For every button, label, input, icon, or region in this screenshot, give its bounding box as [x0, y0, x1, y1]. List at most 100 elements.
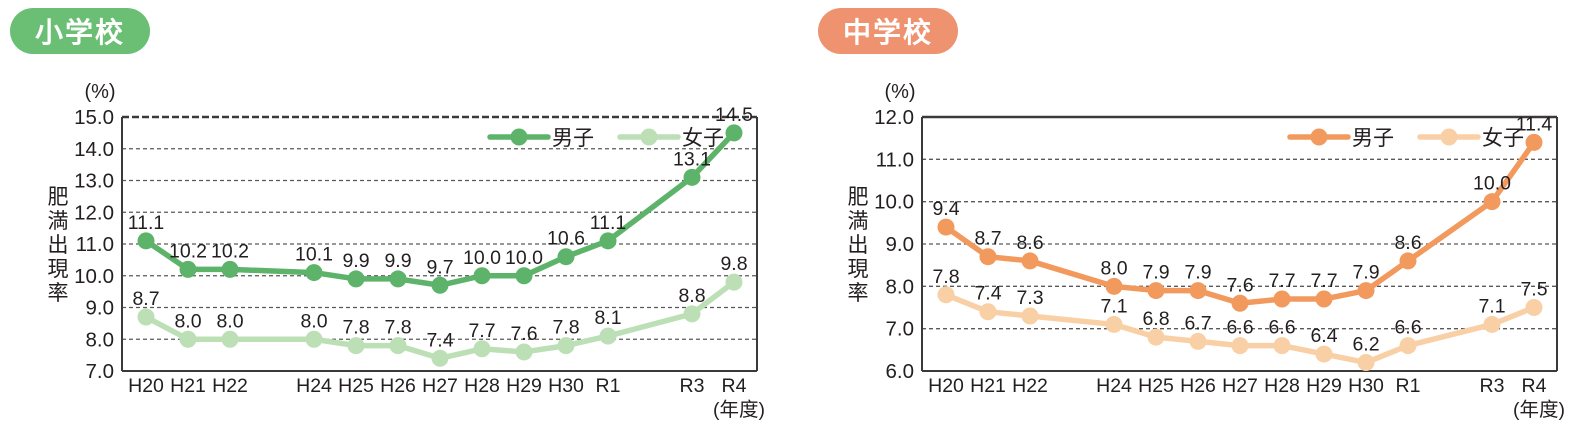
- boys-point: [431, 276, 449, 294]
- girls-point: [473, 340, 491, 358]
- girls-point: [937, 286, 955, 304]
- boys-point: [1315, 290, 1333, 308]
- y-tick-label: 9.0: [886, 233, 915, 256]
- boys-point: [725, 124, 743, 142]
- y-tick-label: 8.0: [886, 275, 915, 298]
- boys-point: [557, 248, 575, 266]
- boys-data-label: 7.7: [1268, 270, 1295, 292]
- girls-data-label: 8.1: [594, 307, 621, 329]
- boys-data-label: 10.0: [1473, 173, 1511, 195]
- girls-point: [683, 305, 701, 323]
- y-tick-label: 6.0: [886, 360, 915, 383]
- boys-point: [1357, 282, 1375, 300]
- y-tick-label: 7.0: [886, 318, 915, 341]
- x-axis-unit-label: (年度): [713, 399, 765, 421]
- boys-point: [221, 260, 239, 278]
- boys-data-label: 9.4: [932, 198, 959, 220]
- boys-point: [179, 260, 197, 278]
- boys-data-label: 11.1: [128, 212, 165, 234]
- junior-high-school-chart: 12.0 11.0 10.0 9.0 8.0 7.0 6.0 (%) 肥満出現率 H20 H21 H2…: [848, 81, 1566, 421]
- boys-data-label: 10.0: [463, 247, 501, 269]
- girls-point: [599, 327, 617, 345]
- x-tick-label: H24: [1096, 375, 1132, 397]
- boys-point: [305, 264, 323, 282]
- girls-data-label: 6.2: [1352, 334, 1379, 356]
- boys-point: [1105, 277, 1123, 295]
- x-tick-label: H28: [1264, 375, 1300, 397]
- girls-point: [1231, 337, 1249, 355]
- y-tick-label: 10.0: [874, 191, 914, 214]
- boys-point: [683, 168, 701, 186]
- boys-data-label: 11.4: [1516, 113, 1553, 135]
- boys-data-label: 10.0: [505, 247, 543, 269]
- girls-point: [1105, 315, 1123, 333]
- x-tick-label: H30: [1348, 375, 1384, 397]
- girls-point: [1315, 345, 1333, 363]
- boys-point: [599, 232, 617, 250]
- legend-boys-marker: [1310, 128, 1328, 146]
- girls-data-label: 7.5: [1520, 279, 1547, 301]
- boys-data-label: 8.6: [1016, 232, 1043, 254]
- y-tick-label: 12.0: [874, 106, 914, 129]
- boys-data-label: 14.5: [715, 104, 753, 126]
- y-tick-label: 14.0: [74, 138, 114, 161]
- x-tick-label: H21: [970, 375, 1006, 397]
- boys-point: [515, 267, 533, 285]
- girls-point: [389, 337, 407, 355]
- boys-data-label: 11.1: [590, 212, 627, 234]
- boys-point: [979, 248, 997, 266]
- x-tick-label: H27: [422, 375, 458, 397]
- x-tick-label: R4: [722, 375, 747, 397]
- x-tick-label: H30: [548, 375, 584, 397]
- girls-point: [1483, 315, 1501, 333]
- y-tick-label: 8.0: [86, 328, 115, 351]
- x-tick-label: H25: [1138, 375, 1174, 397]
- boys-point: [1189, 282, 1207, 300]
- y-tick-label: 13.0: [74, 170, 114, 193]
- x-tick-label: H20: [128, 375, 164, 397]
- girls-data-label: 7.7: [468, 320, 495, 342]
- girls-data-label: 7.8: [932, 266, 959, 288]
- boys-point: [389, 270, 407, 288]
- y-tick-label: 11.0: [876, 148, 914, 171]
- boys-data-label: 13.1: [673, 148, 711, 170]
- girls-data-label: 8.8: [678, 285, 705, 307]
- girls-data-label: 8.0: [174, 310, 201, 332]
- girls-point: [557, 337, 575, 355]
- elementary-school-chart: 15.0 14.0 13.0 12.0 11.0 10.0 9.0 8.0 7.0 (%) 肥満出現…: [48, 81, 766, 421]
- y-axis-title: 肥満出現率: [48, 186, 69, 305]
- boys-data-label: 7.7: [1310, 270, 1337, 292]
- x-tick-label: H28: [464, 375, 500, 397]
- boys-point: [1483, 193, 1501, 211]
- girls-point: [725, 273, 743, 291]
- x-tick-label: H22: [1012, 375, 1048, 397]
- girls-point: [1399, 337, 1417, 355]
- boys-data-label: 8.7: [974, 228, 1001, 250]
- girls-point: [221, 330, 239, 348]
- x-tick-label: H29: [506, 375, 542, 397]
- boys-data-label: 10.2: [211, 240, 249, 262]
- x-tick-label: H20: [928, 375, 964, 397]
- legend-girls-label: 女子: [682, 127, 724, 150]
- boys-data-label: 9.7: [426, 256, 453, 278]
- girls-data-label: 7.3: [1016, 287, 1043, 309]
- x-tick-label: H24: [296, 375, 332, 397]
- girls-data-label: 6.6: [1226, 317, 1253, 339]
- x-tick-label: R1: [1396, 375, 1421, 397]
- x-tick-label: H26: [380, 375, 416, 397]
- junior-high-school-badge: 中学校: [818, 8, 959, 54]
- boys-data-label: 7.9: [1352, 262, 1379, 284]
- boys-data-label: 7.9: [1142, 262, 1169, 284]
- elementary-school-badge: 小学校: [10, 8, 151, 54]
- y-axis-title: 肥満出現率: [848, 186, 869, 305]
- girls-data-label: 9.8: [720, 253, 747, 275]
- boys-data-label: 7.9: [1184, 262, 1211, 284]
- boys-point: [473, 267, 491, 285]
- girls-data-label: 8.7: [132, 288, 159, 310]
- x-tick-label: H26: [1180, 375, 1216, 397]
- legend-boys-label: 男子: [1352, 127, 1394, 150]
- boys-point: [1399, 252, 1417, 270]
- girls-point: [1021, 307, 1039, 325]
- girls-data-label: 7.1: [1478, 295, 1505, 317]
- legend-girls-marker: [1440, 128, 1458, 146]
